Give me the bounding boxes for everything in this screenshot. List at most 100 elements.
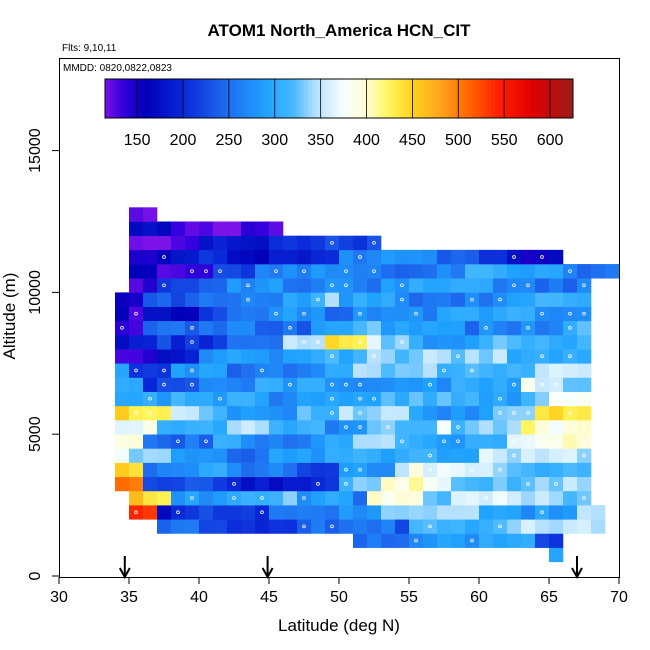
observation-point [358,382,362,387]
heatmap-cell [143,235,158,251]
observation-point [302,496,306,500]
observation-point [498,467,502,472]
colorbar-swatch [120,79,125,118]
x-tick-label: 45 [260,589,278,606]
heatmap-cell [325,377,340,392]
heatmap-cell [423,519,438,534]
observation-point [246,297,250,302]
heatmap-cell [451,405,466,421]
heatmap-cell [521,349,536,364]
heatmap-cell [129,292,144,307]
heatmap-cell [353,519,368,534]
heatmap-cell [241,377,256,392]
heatmap-cell [577,320,592,336]
heatmap-cell [367,249,382,265]
observation-points [120,240,586,543]
heatmap-cell [479,320,494,336]
heatmap-cell [325,476,340,492]
colorbar-swatch [179,79,184,118]
x-axis-label: Latitude (deg N) [278,616,400,635]
heatmap-cell [451,249,466,265]
heatmap-cell [479,264,494,279]
heatmap-cell [423,264,438,279]
colorbar-swatch [245,79,250,118]
heatmap-cell [115,363,130,378]
observation-point [484,496,488,500]
heatmap-cell [213,462,228,478]
heatmap-cell [339,306,354,322]
observation-point [568,326,572,330]
heatmap-cell [185,292,200,307]
heatmap-cell [507,519,522,534]
colorbar-swatch [401,79,406,118]
heatmap-cell [157,264,172,279]
heatmap-cell [255,519,270,534]
heatmap-cell [381,462,396,478]
heatmap-cell [227,264,242,279]
heatmap-cells [115,207,620,563]
heatmap-cell [115,306,130,322]
heatmap-cell [577,278,592,293]
heatmap-cell [395,278,410,293]
heatmap-cell [255,490,270,506]
heatmap-cell [227,292,242,307]
dates-label: MMDD: 0820,0822,0823 [63,63,172,74]
heatmap-cell [479,391,494,407]
heatmap-cell [479,420,494,435]
heatmap-cell [129,462,144,478]
colorbar-swatch [374,79,379,118]
colorbar-swatch [144,79,149,118]
heatmap-cell [199,476,214,492]
heatmap-cell [325,462,340,478]
observation-point [190,340,194,344]
heatmap-cell [269,490,284,506]
heatmap-cell [437,505,452,520]
heatmap-cell [451,490,466,506]
heatmap-cell [185,349,200,364]
heatmap-cell [381,334,396,350]
heatmap-cell [521,490,536,506]
heatmap-cell [157,349,172,364]
heatmap-cell [213,377,228,392]
heatmap-cell [367,434,382,449]
observation-point [162,283,166,288]
heatmap-cell [423,462,438,478]
observation-point [512,382,516,387]
heatmap-cell [227,434,242,449]
heatmap-cell [171,349,186,364]
heatmap-cell [395,334,410,350]
heatmap-cell [115,448,130,463]
heatmap-cell [269,505,284,520]
observation-point [498,411,502,415]
observation-point [316,340,320,344]
heatmap-cell [493,292,508,307]
heatmap-cell [241,434,256,449]
heatmap-cell [171,292,186,307]
heatmap-cell [395,519,410,534]
heatmap-cell [549,448,564,463]
observation-point [568,311,572,316]
heatmap-cell [353,306,368,322]
heatmap-cell [325,264,340,279]
colorbar-swatch [268,79,274,118]
colorbar-swatch [491,79,496,118]
heatmap-cell [255,264,270,279]
heatmap-cell [255,306,270,322]
heatmap-cell [171,490,186,506]
heatmap-cell [171,519,186,534]
colorbar-swatch [420,79,426,118]
heatmap-cell [157,462,172,478]
chart-title: ATOM1 North_America HCN_CIT [208,21,472,40]
heatmap-cell [451,448,466,463]
heatmap-cell [339,420,354,435]
observation-point [246,283,250,288]
heatmap-cell [577,306,592,322]
heatmap-cell [185,420,200,435]
heatmap-cell [199,264,214,279]
heatmap-cell [297,306,312,322]
observation-point [134,411,138,415]
heatmap-cell [199,292,214,307]
heatmap-cell [521,476,536,492]
heatmap-cell [339,334,354,350]
